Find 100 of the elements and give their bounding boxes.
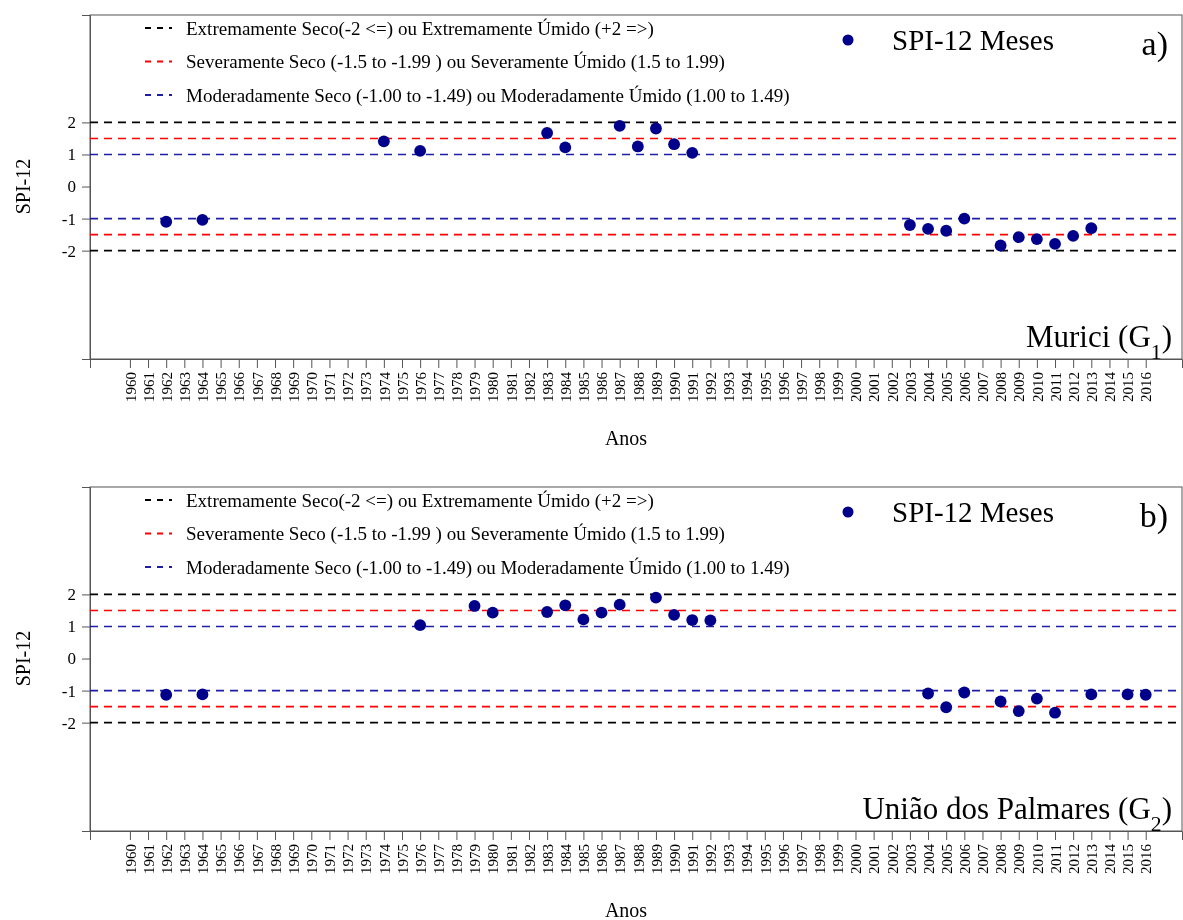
x-tick-label: 1994 <box>739 843 756 874</box>
x-tick-label: 2003 <box>902 844 919 874</box>
point <box>1030 692 1043 705</box>
annotation: a) <box>1141 25 1168 63</box>
x-tick-label: 1980 <box>485 372 502 402</box>
legend-label: Extremamente Seco(-2 <=) ou Extremamente Úmido (+2 =>) <box>186 17 654 40</box>
x-tick-label: 2010 <box>1029 372 1046 402</box>
x-tick-label: 1974 <box>376 371 393 402</box>
x-tick-label: 1981 <box>503 844 520 874</box>
x-tick-label: 1963 <box>177 372 194 402</box>
x-tick-label: 1970 <box>304 372 321 402</box>
x-tick-label: 1976 <box>412 371 429 402</box>
point <box>668 138 681 151</box>
x-tick-label: 1962 <box>158 844 175 874</box>
x-tick-label: 1988 <box>630 844 647 874</box>
x-tick-label: 1970 <box>304 844 321 874</box>
point <box>704 614 717 627</box>
x-tick-label: 2010 <box>1029 844 1046 874</box>
x-tick-label: 1981 <box>503 372 520 402</box>
x-tick-label: 1964 <box>195 371 212 402</box>
legend-label: Extremamente Seco(-2 <=) ou Extremamente Úmido (+2 =>) <box>186 489 654 512</box>
x-tick-label: 1983 <box>539 372 556 402</box>
point <box>160 688 173 701</box>
x-tick-label: 1966 <box>231 371 248 402</box>
x-tick-label: 1996 <box>775 843 792 874</box>
x-tick-label: 1982 <box>521 844 538 874</box>
y-tick-label: 0 <box>67 177 76 197</box>
x-tick-label: 2008 <box>993 844 1010 874</box>
y-tick-label: -1 <box>61 209 76 229</box>
x-tick-label: 1999 <box>830 844 847 874</box>
x-tick-label: 1967 <box>249 371 266 402</box>
x-tick-label: 2009 <box>1011 372 1028 402</box>
x-tick-label: 1998 <box>811 844 828 874</box>
x-tick-label: 1995 <box>757 844 774 874</box>
x-tick-label: 1961 <box>140 844 157 874</box>
x-tick-label: 1995 <box>757 372 774 402</box>
legend-label: Severamente Seco (-1.5 to -1.99 ) ou Severamente Úmido (1.5 to 1.99) <box>186 51 725 74</box>
point <box>940 701 953 714</box>
point <box>668 609 681 621</box>
x-tick-label: 1975 <box>394 372 411 402</box>
x-tick-label: 1971 <box>322 372 339 402</box>
x-tick-label: 2002 <box>884 844 901 874</box>
x-tick-label: 1997 <box>793 843 810 874</box>
x-tick-label: 1968 <box>267 844 284 874</box>
x-tick-label: 2015 <box>1120 844 1137 874</box>
x-tick-label: 1979 <box>467 372 484 402</box>
x-tick-label: 2003 <box>902 372 919 402</box>
y-axis-title: SPI-12 <box>12 630 34 687</box>
point <box>196 213 209 226</box>
x-tick-label: 2012 <box>1065 372 1082 402</box>
point <box>922 687 934 700</box>
y-tick-label: -2 <box>61 241 76 261</box>
x-tick-label: 1973 <box>358 372 375 402</box>
point <box>958 212 971 225</box>
point <box>631 140 644 153</box>
point <box>1067 229 1080 242</box>
point <box>613 598 626 611</box>
x-axis-title: Anos <box>604 427 648 449</box>
point <box>414 145 427 157</box>
x-tick-label: 1960 <box>122 372 139 402</box>
x-tick-label: 1996 <box>775 371 792 402</box>
point <box>903 219 916 231</box>
x-tick-label: 1963 <box>177 844 194 874</box>
x-tick-label: 2004 <box>920 371 937 402</box>
x-tick-label: 2008 <box>993 372 1010 402</box>
y-tick-label: 2 <box>67 113 76 133</box>
point <box>613 120 626 132</box>
x-axis-title: Anos <box>604 899 648 920</box>
point <box>559 141 572 154</box>
y-axis-title: SPI-12 <box>12 158 34 215</box>
x-tick-label: 2006 <box>957 843 974 874</box>
x-tick-label: 1987 <box>612 371 629 402</box>
x-tick-label: 1983 <box>539 844 556 874</box>
x-tick-label: 1969 <box>285 844 302 874</box>
x-tick-label: 1966 <box>231 843 248 874</box>
x-tick-label: 1964 <box>195 843 212 874</box>
point <box>468 600 481 612</box>
annotation: b) <box>1139 497 1168 535</box>
x-tick-label: 2001 <box>866 844 883 874</box>
point <box>1012 705 1025 717</box>
x-tick-label: 1971 <box>322 844 339 874</box>
point <box>559 599 572 612</box>
x-tick-label: 1998 <box>811 372 828 402</box>
x-tick-label: 1960 <box>122 844 139 874</box>
x-tick-label: 1992 <box>703 372 720 402</box>
point <box>1012 231 1025 244</box>
x-tick-label: 2013 <box>1084 372 1101 402</box>
x-tick-label: 1969 <box>285 372 302 402</box>
x-tick-label: 2006 <box>957 371 974 402</box>
x-tick-label: 1990 <box>666 844 683 874</box>
x-tick-label: 1982 <box>521 372 538 402</box>
legend-label: Severamente Seco (-1.5 to -1.99 ) ou Severamente Úmido (1.5 to 1.99) <box>186 523 725 546</box>
x-tick-label: 1993 <box>721 372 738 402</box>
point <box>686 146 699 159</box>
x-tick-label: 2014 <box>1102 371 1119 402</box>
x-tick-label: 1965 <box>213 844 230 874</box>
point <box>650 591 662 604</box>
point <box>196 688 209 701</box>
x-tick-label: 1962 <box>158 372 175 402</box>
x-tick-label: 1997 <box>793 371 810 402</box>
